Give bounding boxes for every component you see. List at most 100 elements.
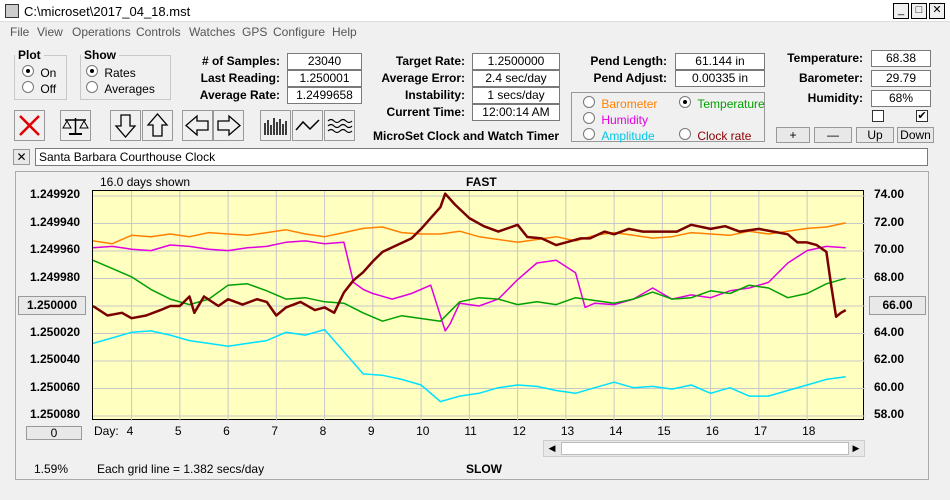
right-center-value-button[interactable]: 66.00 <box>869 296 926 315</box>
move-down-button[interactable] <box>110 110 141 141</box>
menu-watches[interactable]: Watches <box>189 25 236 39</box>
center-value-button[interactable]: 1.250000 <box>18 296 86 315</box>
menu-configure[interactable]: Configure <box>273 25 326 39</box>
day-label: Day: <box>94 424 119 438</box>
fast-label: FAST <box>466 175 497 189</box>
menu-gps[interactable]: GPS <box>242 25 268 39</box>
pend-adjust-value: 0.00335 in <box>675 70 765 87</box>
left-axis-tick: 1.249920 <box>30 187 81 201</box>
samples-value: 23040 <box>287 53 362 70</box>
scale-minus-button[interactable]: — <box>814 127 852 143</box>
days-shown-label: 16.0 days shown <box>100 175 191 189</box>
clear-button[interactable] <box>14 110 45 141</box>
arrow-down-icon <box>114 114 137 138</box>
arrow-up-icon <box>146 113 169 137</box>
x-axis-tick: 8 <box>319 424 327 438</box>
series-clockrate-radio[interactable]: Clock rate <box>679 128 751 143</box>
line-graph-icon <box>295 119 320 131</box>
average-error-value: 2.4 sec/day <box>472 70 560 87</box>
scale-plus-button[interactable]: + <box>776 127 810 143</box>
humidity-value: 68% <box>871 90 931 107</box>
checkbox-2[interactable]: ✔ <box>916 110 928 122</box>
series-humidity-label: Humidity <box>601 113 649 127</box>
scroll-left-button[interactable] <box>182 110 213 141</box>
series-clockrate-label: Clock rate <box>697 129 752 143</box>
scale-down-button[interactable]: Down <box>897 127 934 143</box>
plot-group-title: Plot <box>15 48 44 62</box>
horizontal-scrollbar[interactable]: ◀ ▶ <box>543 440 865 457</box>
balance-button[interactable] <box>60 110 91 141</box>
minimize-button[interactable]: _ <box>893 3 909 19</box>
pend-adjust-label: Pend Adjust: <box>593 71 667 85</box>
scale-up-button[interactable]: Up <box>856 127 894 143</box>
offset-button[interactable]: 0 <box>26 426 82 440</box>
plot-on-radio[interactable]: On <box>22 65 56 80</box>
move-up-button[interactable] <box>142 110 173 141</box>
close-clock-button[interactable]: ✕ <box>13 149 30 165</box>
series-selector <box>571 92 765 142</box>
barometer-value: 29.79 <box>871 70 931 87</box>
left-axis-tick: 1.250040 <box>30 352 81 366</box>
average-rate-label: Average Rate: <box>199 88 280 102</box>
temperature-value: 68.38 <box>871 50 931 67</box>
menu-controls[interactable]: Controls <box>136 25 181 39</box>
red-x-icon <box>19 115 40 136</box>
series-amplitude-label: Amplitude <box>601 129 655 143</box>
scroll-left-arrow[interactable]: ◀ <box>548 443 556 453</box>
humidity-label: Humidity: <box>807 91 863 105</box>
series-temperature-radio[interactable]: Temperature <box>679 96 765 111</box>
scroll-thumb[interactable] <box>561 442 849 455</box>
series-barometer-label: Barometer <box>601 97 658 111</box>
radio-indicator <box>679 96 691 108</box>
plot-frame <box>15 171 929 480</box>
right-axis-tick: 62.00 <box>874 352 905 366</box>
maximize-button[interactable]: □ <box>911 3 927 19</box>
target-rate-value: 1.2500000 <box>472 53 560 70</box>
left-axis-tick: 1.250060 <box>30 379 81 394</box>
x-axis-tick: 15 <box>657 424 671 438</box>
series-humidity-radio[interactable]: Humidity <box>583 112 648 127</box>
scale-balance-icon <box>62 118 89 135</box>
instability-value: 1 secs/day <box>472 87 560 104</box>
clock-name-field[interactable]: Santa Barbara Courthouse Clock <box>35 148 928 166</box>
series-barometer-radio[interactable]: Barometer <box>583 96 657 111</box>
app-caption: MicroSet Clock and Watch Timer <box>373 129 560 143</box>
x-axis-tick: 6 <box>223 424 230 438</box>
barometer-label: Barometer: <box>798 71 863 85</box>
temperature-label: Temperature: <box>787 51 863 65</box>
plot-off-radio[interactable]: Off <box>22 81 56 96</box>
scroll-right-arrow[interactable]: ▶ <box>852 443 860 453</box>
percent-label: 1.59% <box>34 462 69 476</box>
menu-view[interactable]: View <box>37 25 63 39</box>
series-line-barometer <box>93 222 846 245</box>
x-axis-tick: 9 <box>367 424 375 438</box>
menu-operations[interactable]: Operations <box>72 25 131 39</box>
show-rates-radio[interactable]: Rates <box>86 65 136 80</box>
radio-indicator <box>679 128 691 140</box>
x-axis-tick: 16 <box>705 424 719 438</box>
left-axis-tick: 1.249940 <box>30 214 81 229</box>
radio-indicator <box>22 65 34 77</box>
checkbox-1[interactable] <box>872 110 884 122</box>
series-amplitude-radio[interactable]: Amplitude <box>583 128 655 143</box>
bar-view-button[interactable] <box>260 110 291 141</box>
current-time-label: Current Time: <box>386 105 465 119</box>
x-axis-tick: 10 <box>416 424 430 438</box>
last-reading-value: 1.250001 <box>287 70 362 87</box>
close-window-button[interactable]: ✕ <box>929 3 945 19</box>
radio-indicator <box>86 65 98 77</box>
menu-bar: File View Operations Controls Watches GP… <box>0 22 950 42</box>
series-line-temperature <box>93 259 846 322</box>
scroll-right-button[interactable] <box>213 110 244 141</box>
show-averages-radio[interactable]: Averages <box>86 81 155 96</box>
wave-view-button[interactable] <box>324 110 355 141</box>
wave-icon <box>327 118 353 134</box>
average-rate-value: 1.2499658 <box>287 87 362 104</box>
plot-off-label: Off <box>40 82 57 96</box>
line-view-button[interactable] <box>292 110 323 141</box>
menu-help[interactable]: Help <box>332 25 357 39</box>
x-axis-tick: 7 <box>271 424 279 438</box>
menu-file[interactable]: File <box>10 25 30 39</box>
samples-label: # of Samples: <box>201 54 280 68</box>
show-averages-label: Averages <box>104 82 155 96</box>
